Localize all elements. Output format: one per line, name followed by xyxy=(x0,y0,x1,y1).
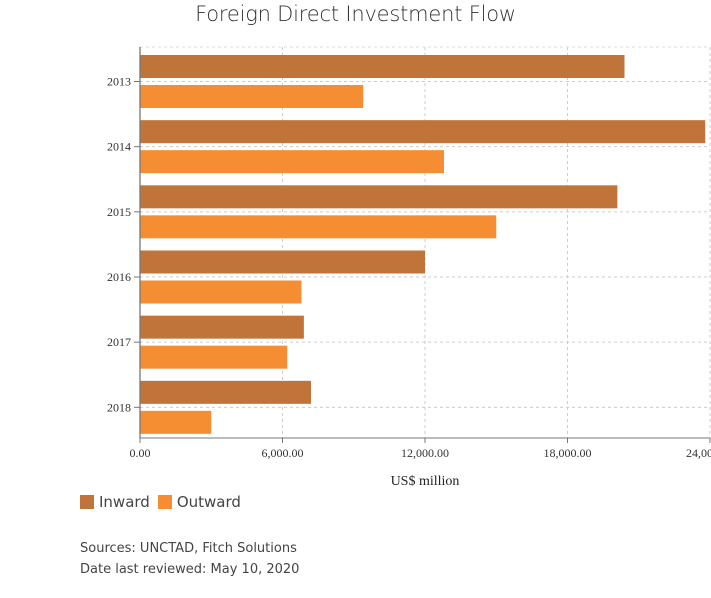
bar-outward-2014[interactable] xyxy=(140,150,444,174)
x-tick-label: 12,000.00 xyxy=(401,446,449,460)
legend-swatch-inward xyxy=(80,495,94,509)
y-tick-label: 2015 xyxy=(107,205,131,219)
y-tick-label: 2014 xyxy=(107,140,131,154)
grid-lines xyxy=(140,46,711,438)
legend-label-inward: Inward xyxy=(99,493,150,511)
y-tick-label: 2017 xyxy=(107,335,131,349)
x-tick-label: 0.00 xyxy=(130,446,151,460)
x-tick-labels: 0.00 6,000.00 12,000.00 18,000.00 24,000.00 xyxy=(130,446,711,460)
legend-item-inward[interactable]: Inward xyxy=(80,493,150,511)
x-tick-label: 24,000.00 xyxy=(686,446,711,460)
footnotes: Sources: UNCTAD, Fitch Solutions Date la… xyxy=(80,538,299,580)
bar-inward-2018[interactable] xyxy=(140,380,311,404)
bar-outward-2013[interactable] xyxy=(140,85,364,108)
bar-inward-2013[interactable] xyxy=(140,55,625,78)
legend: Inward Outward xyxy=(80,493,249,511)
sources-note: Sources: UNCTAD, Fitch Solutions xyxy=(80,541,297,556)
axes xyxy=(134,47,711,443)
legend-item-outward[interactable]: Outward xyxy=(157,493,241,511)
x-tick-label: 18,000.00 xyxy=(544,446,592,460)
bar-inward-2015[interactable] xyxy=(140,185,618,209)
reviewed-note: Date last reviewed: May 10, 2020 xyxy=(80,562,300,577)
x-tick-label: 6,000.00 xyxy=(262,446,304,460)
y-tick-labels: 2013 2014 2015 2016 2017 2018 xyxy=(107,75,131,415)
y-tick-label: 2013 xyxy=(107,75,131,89)
bars xyxy=(140,55,706,434)
chart-title: Foreign Direct Investment Flow xyxy=(195,2,516,26)
legend-label-outward: Outward xyxy=(176,493,241,511)
bar-inward-2014[interactable] xyxy=(140,120,706,144)
y-tick-label: 2018 xyxy=(107,400,131,414)
y-tick-label: 2016 xyxy=(107,270,131,284)
x-axis-label: US$ million xyxy=(391,474,460,489)
bar-outward-2018[interactable] xyxy=(140,410,212,434)
bar-inward-2017[interactable] xyxy=(140,315,304,339)
bar-outward-2015[interactable] xyxy=(140,215,497,239)
legend-swatch-outward xyxy=(157,495,172,509)
bar-inward-2016[interactable] xyxy=(140,250,425,274)
bar-outward-2016[interactable] xyxy=(140,280,302,304)
bar-outward-2017[interactable] xyxy=(140,345,288,369)
